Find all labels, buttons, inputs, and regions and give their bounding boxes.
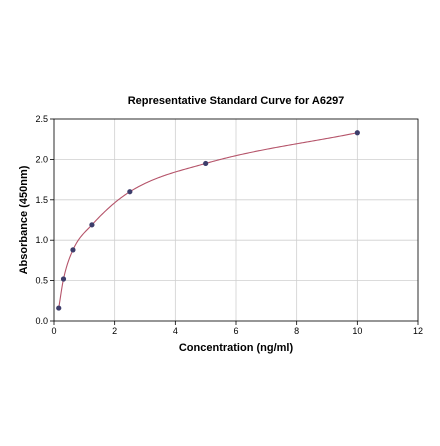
y-tick-label: 0.5 xyxy=(35,276,48,286)
y-tick-label: 1.0 xyxy=(35,235,48,245)
x-tick-label: 6 xyxy=(233,326,238,336)
data-point xyxy=(127,189,133,195)
x-axis-label: Concentration (ng/ml) xyxy=(179,342,294,354)
x-tick-label: 10 xyxy=(352,326,362,336)
y-tick-label: 1.5 xyxy=(35,195,48,205)
x-tick-label: 0 xyxy=(51,326,56,336)
data-point xyxy=(89,222,95,228)
data-point xyxy=(60,276,67,282)
data-points-layer xyxy=(56,130,360,311)
x-tick-label: 12 xyxy=(413,326,423,336)
chart-title: Representative Standard Curve for A6297 xyxy=(128,95,345,107)
y-tick-label: 2.5 xyxy=(35,114,48,124)
data-point xyxy=(203,160,209,167)
x-tick-label: 2 xyxy=(112,326,117,336)
y-tick-label: 2.0 xyxy=(35,154,48,164)
data-point xyxy=(56,305,62,311)
y-tick-label: 0.0 xyxy=(35,316,48,326)
axis-ticks: 0 2 4 6 8 10 12 0.0 0.5 1.0 1.5 2.0 2.5 xyxy=(35,114,423,336)
data-point xyxy=(354,130,360,136)
data-point xyxy=(70,247,76,253)
x-tick-label: 4 xyxy=(173,326,178,336)
x-tick-label: 8 xyxy=(294,326,299,336)
y-axis-label: Absorbance (450nm) xyxy=(18,165,30,274)
grid xyxy=(53,118,419,322)
